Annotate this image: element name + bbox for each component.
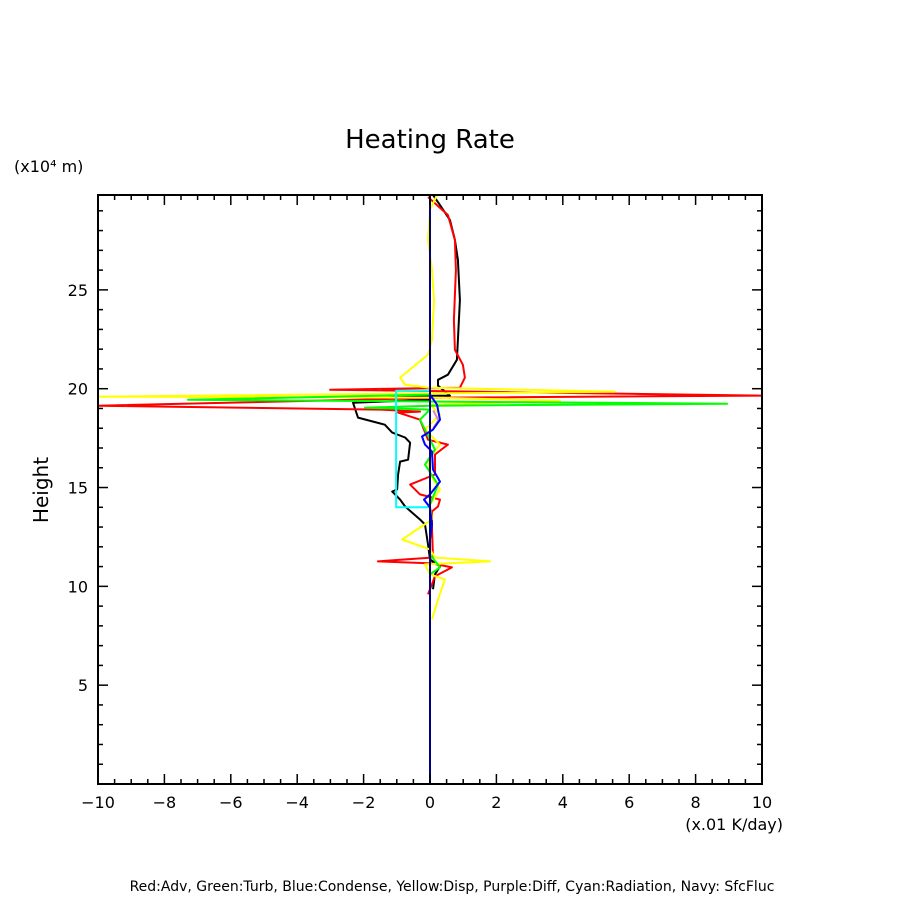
x-tick-label: 6	[624, 793, 634, 812]
x-tick-label: −8	[153, 793, 177, 812]
y-tick-label: 20	[68, 380, 88, 399]
x-tick-label: 4	[558, 793, 568, 812]
x-tick-label: −10	[81, 793, 115, 812]
x-axis-label: (x.01 K/day)	[685, 815, 783, 834]
series-line-turb	[187, 393, 729, 576]
x-tick-label: −6	[219, 793, 243, 812]
x-tick-label: 8	[691, 793, 701, 812]
chart-title: Heating Rate	[345, 125, 515, 155]
series-line-radiation	[395, 389, 430, 509]
x-tick-label: −4	[285, 793, 309, 812]
y-axis-label: Height	[29, 457, 53, 523]
x-tick-label: 0	[425, 793, 435, 812]
x-tick-label: 10	[752, 793, 772, 812]
y-tick-label: 5	[78, 676, 88, 695]
plot-frame	[97, 194, 763, 785]
series-line-disp	[97, 194, 616, 620]
legend-text: Red:Adv, Green:Turb, Blue:Condense, Yell…	[130, 879, 775, 895]
x-tick-label: −2	[352, 793, 376, 812]
y-unit-label: (x10⁴ m)	[14, 157, 83, 176]
series-layer	[97, 194, 763, 784]
series-line-total	[352, 194, 461, 590]
y-tick-label: 25	[68, 281, 88, 300]
y-tick-label: 10	[68, 577, 88, 596]
tick-layer: −10 −8 −6 −4 −2 0 2 4 6 8 10 5 10 15 20 25	[68, 195, 772, 812]
y-tick-label: 15	[68, 479, 88, 498]
x-tick-label: 2	[491, 793, 501, 812]
